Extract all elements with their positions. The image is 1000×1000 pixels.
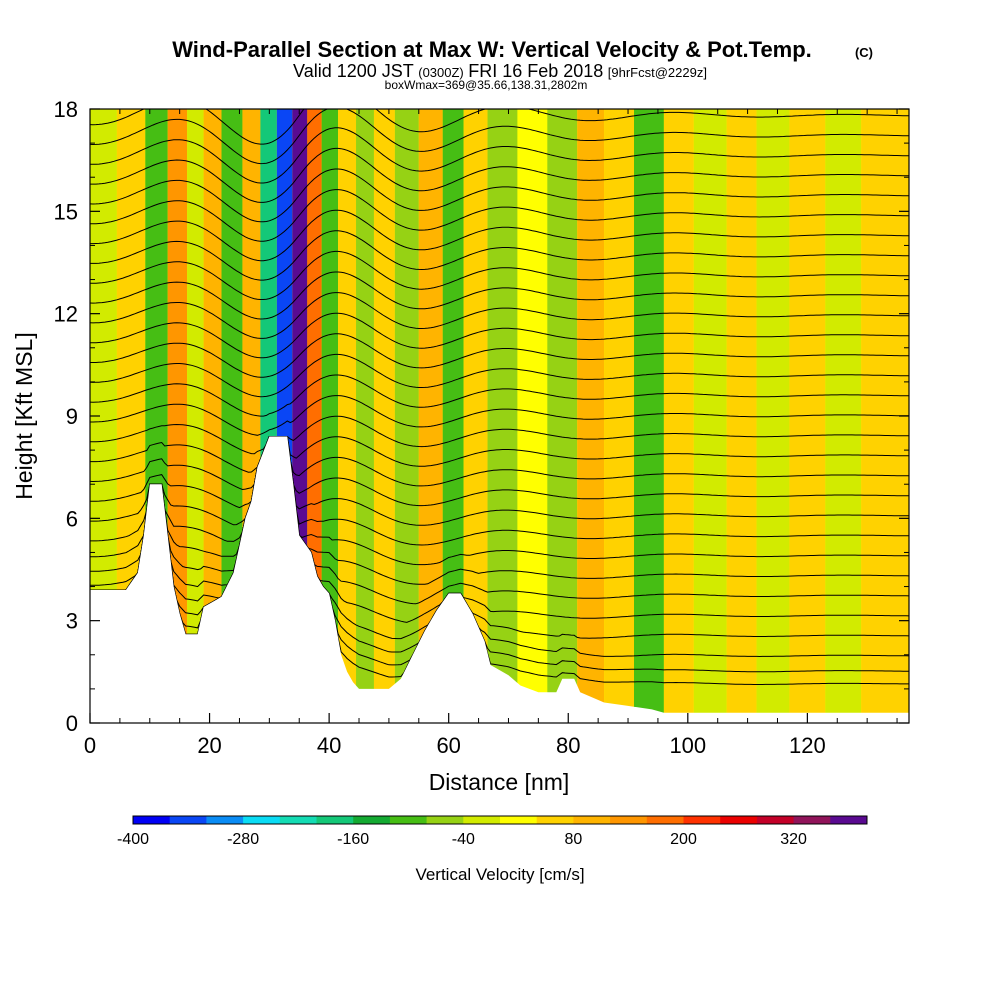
isentrope-line bbox=[90, 436, 909, 605]
isentrope-line bbox=[90, 436, 909, 566]
isentrope-line bbox=[90, 436, 909, 546]
isentrope-line bbox=[90, 436, 909, 526]
colorbar-title: Vertical Velocity [cm/s] bbox=[415, 865, 584, 884]
colorbar: -400 -280 -160 -40 80 200 320 bbox=[117, 815, 868, 848]
colorbar-swatch bbox=[793, 816, 831, 824]
y-tick-label: 12 bbox=[54, 302, 78, 327]
y-tick-label: 3 bbox=[66, 609, 78, 634]
w-band bbox=[517, 109, 548, 723]
colorbar-swatch bbox=[756, 816, 795, 824]
colorbar-swatch bbox=[316, 816, 354, 824]
colorbar-swatch bbox=[463, 816, 501, 824]
isentrope-line bbox=[90, 436, 909, 509]
y-tick-label: 15 bbox=[54, 199, 78, 224]
colorbar-tick-label: -40 bbox=[452, 831, 475, 848]
colorbar-swatch bbox=[206, 816, 244, 824]
colorbar-tick-label: -160 bbox=[337, 831, 369, 848]
isentrope-line bbox=[90, 209, 909, 262]
w-band bbox=[338, 109, 357, 723]
colorbar-tick-label: -400 bbox=[117, 831, 149, 848]
isentrope-line bbox=[90, 374, 909, 417]
x-tick-label: 20 bbox=[197, 733, 221, 758]
x-axis-ticks: 0 20 40 60 80 100 120 bbox=[84, 109, 898, 758]
isentrope-line bbox=[90, 353, 909, 398]
isentrope-line bbox=[90, 436, 909, 623]
colorbar-swatch bbox=[243, 816, 281, 824]
isentrope-line bbox=[90, 271, 909, 320]
colorbar-swatch bbox=[646, 816, 684, 824]
box-wmax-info: boxWmax=369@35.66,138.31,2802m bbox=[385, 78, 588, 92]
w-band bbox=[487, 109, 518, 723]
x-tick-label: 40 bbox=[317, 733, 341, 758]
y-tick-label: 9 bbox=[66, 404, 78, 429]
x-tick-label: 120 bbox=[789, 733, 826, 758]
valid-date: FRI 16 Feb 2018 bbox=[468, 61, 603, 81]
y-tick-label: 6 bbox=[66, 506, 78, 531]
w-band bbox=[663, 109, 694, 723]
colorbar-swatch bbox=[683, 816, 721, 824]
colorbar-swatch bbox=[353, 816, 391, 824]
isentrope-line bbox=[90, 127, 909, 184]
isentrope-line bbox=[90, 292, 909, 339]
isentrope-line bbox=[90, 436, 909, 491]
isentrope-line bbox=[90, 312, 909, 359]
colorbar-swatch bbox=[500, 816, 538, 824]
colorbar-swatch bbox=[610, 816, 648, 824]
w-band bbox=[463, 109, 488, 723]
isentrope-line bbox=[90, 109, 909, 165]
x-tick-label: 100 bbox=[669, 733, 706, 758]
y-axis-ticks: 0 3 6 9 12 15 18 bbox=[54, 97, 909, 736]
w-band bbox=[634, 109, 664, 723]
x-tick-label: 80 bbox=[556, 733, 580, 758]
y-tick-label: 0 bbox=[66, 711, 78, 736]
y-tick-label: 18 bbox=[54, 97, 78, 122]
colorbar-tick-label: 80 bbox=[565, 831, 583, 848]
terrain-mask bbox=[90, 436, 909, 723]
isentrope-line bbox=[90, 168, 909, 223]
isentrope-line bbox=[90, 415, 909, 455]
potential-temperature-contours bbox=[90, 109, 909, 685]
copyright-badge: (C) bbox=[855, 45, 873, 60]
colorbar-frame bbox=[132, 815, 868, 825]
valid-utc: (0300Z) bbox=[418, 65, 464, 80]
isentrope-line bbox=[90, 436, 909, 473]
colorbar-swatch bbox=[169, 816, 207, 824]
colorbar-swatch bbox=[279, 816, 317, 824]
colorbar-swatch bbox=[573, 816, 611, 824]
isentrope-line bbox=[90, 250, 909, 300]
isentrope-line bbox=[90, 189, 909, 242]
isentrope-line bbox=[90, 230, 909, 281]
w-band bbox=[825, 109, 862, 723]
valid-prefix: Valid 1200 JST bbox=[293, 61, 414, 81]
plot-area bbox=[90, 109, 909, 723]
x-tick-label: 60 bbox=[436, 733, 460, 758]
isentrope-line bbox=[90, 147, 909, 203]
isentrope-line bbox=[90, 395, 909, 436]
isentrope-line bbox=[90, 109, 909, 145]
w-band bbox=[418, 109, 443, 723]
w-band bbox=[547, 109, 578, 723]
colorbar-swatch bbox=[389, 816, 428, 824]
colorbar-swatch bbox=[720, 816, 758, 824]
y-axis-label: Height [Kft MSL] bbox=[11, 332, 37, 499]
colorbar-tick-label: 200 bbox=[670, 831, 697, 848]
isentrope-line bbox=[90, 436, 909, 585]
colorbar-swatch bbox=[536, 816, 574, 824]
x-axis-label: Distance [nm] bbox=[429, 769, 570, 795]
colorbar-swatch bbox=[830, 816, 868, 824]
colorbar-tick-label: -280 bbox=[227, 831, 259, 848]
w-band bbox=[394, 109, 419, 723]
colorbar-swatch bbox=[426, 816, 464, 824]
valid-time-line: Valid 1200 JST (0300Z) FRI 16 Feb 2018 [… bbox=[293, 61, 707, 81]
w-band bbox=[577, 109, 605, 723]
colorbar-swatch bbox=[133, 816, 171, 824]
isentrope-line bbox=[90, 333, 909, 378]
forecast-tag: [9hrFcst@2229z] bbox=[608, 65, 707, 80]
x-tick-label: 0 bbox=[84, 733, 96, 758]
w-band bbox=[321, 109, 339, 723]
colorbar-tick-label: 320 bbox=[780, 831, 807, 848]
chart-title: Wind-Parallel Section at Max W: Vertical… bbox=[172, 37, 812, 62]
